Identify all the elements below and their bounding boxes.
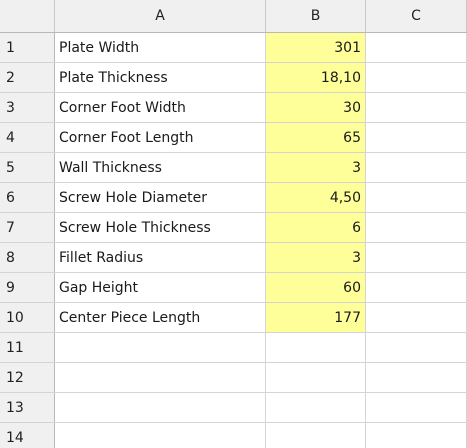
cell-b[interactable]: 30 bbox=[266, 93, 366, 122]
row-header[interactable]: 11 bbox=[0, 333, 55, 362]
table-row: 9 Gap Height 60 bbox=[0, 273, 467, 303]
cell-c[interactable] bbox=[366, 93, 467, 122]
select-all-corner[interactable] bbox=[0, 0, 55, 32]
table-row: 8 Fillet Radius 3 bbox=[0, 243, 467, 273]
cell-c[interactable] bbox=[366, 423, 467, 448]
row-header[interactable]: 9 bbox=[0, 273, 55, 302]
table-row: 11 bbox=[0, 333, 467, 363]
cell-b[interactable]: 65 bbox=[266, 123, 366, 152]
cell-b[interactable] bbox=[266, 393, 366, 422]
table-row: 3 Corner Foot Width 30 bbox=[0, 93, 467, 123]
cell-a[interactable]: Screw Hole Thickness bbox=[55, 213, 266, 242]
cell-b[interactable] bbox=[266, 363, 366, 392]
row-header[interactable]: 5 bbox=[0, 153, 55, 182]
cell-a[interactable]: Corner Foot Length bbox=[55, 123, 266, 152]
column-header-a[interactable]: A bbox=[55, 0, 266, 32]
cell-b[interactable] bbox=[266, 423, 366, 448]
cell-b[interactable]: 3 bbox=[266, 153, 366, 182]
row-header[interactable]: 6 bbox=[0, 183, 55, 212]
table-row: 6 Screw Hole Diameter 4,50 bbox=[0, 183, 467, 213]
cell-a[interactable]: Corner Foot Width bbox=[55, 93, 266, 122]
cell-c[interactable] bbox=[366, 123, 467, 152]
row-header[interactable]: 13 bbox=[0, 393, 55, 422]
table-row: 2 Plate Thickness 18,10 bbox=[0, 63, 467, 93]
row-header[interactable]: 2 bbox=[0, 63, 55, 92]
cell-c[interactable] bbox=[366, 63, 467, 92]
row-header[interactable]: 3 bbox=[0, 93, 55, 122]
cell-c[interactable] bbox=[366, 333, 467, 362]
cell-b[interactable]: 60 bbox=[266, 273, 366, 302]
table-row: 7 Screw Hole Thickness 6 bbox=[0, 213, 467, 243]
column-header-c[interactable]: C bbox=[366, 0, 467, 32]
row-header[interactable]: 1 bbox=[0, 33, 55, 62]
cell-c[interactable] bbox=[366, 303, 467, 332]
table-row: 13 bbox=[0, 393, 467, 423]
cell-a[interactable]: Center Piece Length bbox=[55, 303, 266, 332]
cell-a[interactable]: Plate Width bbox=[55, 33, 266, 62]
cell-c[interactable] bbox=[366, 393, 467, 422]
table-row: 1 Plate Width 301 bbox=[0, 33, 467, 63]
cell-c[interactable] bbox=[366, 183, 467, 212]
cell-c[interactable] bbox=[366, 153, 467, 182]
cell-b[interactable]: 177 bbox=[266, 303, 366, 332]
table-row: 5 Wall Thickness 3 bbox=[0, 153, 467, 183]
row-header[interactable]: 10 bbox=[0, 303, 55, 332]
table-row: 14 bbox=[0, 423, 467, 448]
row-header[interactable]: 8 bbox=[0, 243, 55, 272]
row-header[interactable]: 4 bbox=[0, 123, 55, 152]
cell-c[interactable] bbox=[366, 33, 467, 62]
cell-c[interactable] bbox=[366, 273, 467, 302]
cell-a[interactable]: Fillet Radius bbox=[55, 243, 266, 272]
row-header[interactable]: 14 bbox=[0, 423, 55, 448]
cell-a[interactable] bbox=[55, 393, 266, 422]
row-header[interactable]: 12 bbox=[0, 363, 55, 392]
column-header-row: A B C bbox=[0, 0, 467, 33]
cell-c[interactable] bbox=[366, 213, 467, 242]
table-row: 4 Corner Foot Length 65 bbox=[0, 123, 467, 153]
cell-a[interactable]: Plate Thickness bbox=[55, 63, 266, 92]
table-row: 12 bbox=[0, 363, 467, 393]
cell-b[interactable]: 18,10 bbox=[266, 63, 366, 92]
cell-a[interactable] bbox=[55, 423, 266, 448]
row-header[interactable]: 7 bbox=[0, 213, 55, 242]
cell-b[interactable]: 301 bbox=[266, 33, 366, 62]
cell-c[interactable] bbox=[366, 243, 467, 272]
cell-b[interactable]: 3 bbox=[266, 243, 366, 272]
cell-c[interactable] bbox=[366, 363, 467, 392]
cell-b[interactable] bbox=[266, 333, 366, 362]
cell-a[interactable] bbox=[55, 363, 266, 392]
column-header-b[interactable]: B bbox=[266, 0, 366, 32]
sheet-rows: 1 Plate Width 301 2 Plate Thickness 18,10 3 Cor… bbox=[0, 33, 467, 448]
cell-b[interactable]: 4,50 bbox=[266, 183, 366, 212]
cell-b[interactable]: 6 bbox=[266, 213, 366, 242]
cell-a[interactable]: Screw Hole Diameter bbox=[55, 183, 266, 212]
cell-a[interactable]: Wall Thickness bbox=[55, 153, 266, 182]
table-row: 10 Center Piece Length 177 bbox=[0, 303, 467, 333]
cell-a[interactable] bbox=[55, 333, 266, 362]
cell-a[interactable]: Gap Height bbox=[55, 273, 266, 302]
